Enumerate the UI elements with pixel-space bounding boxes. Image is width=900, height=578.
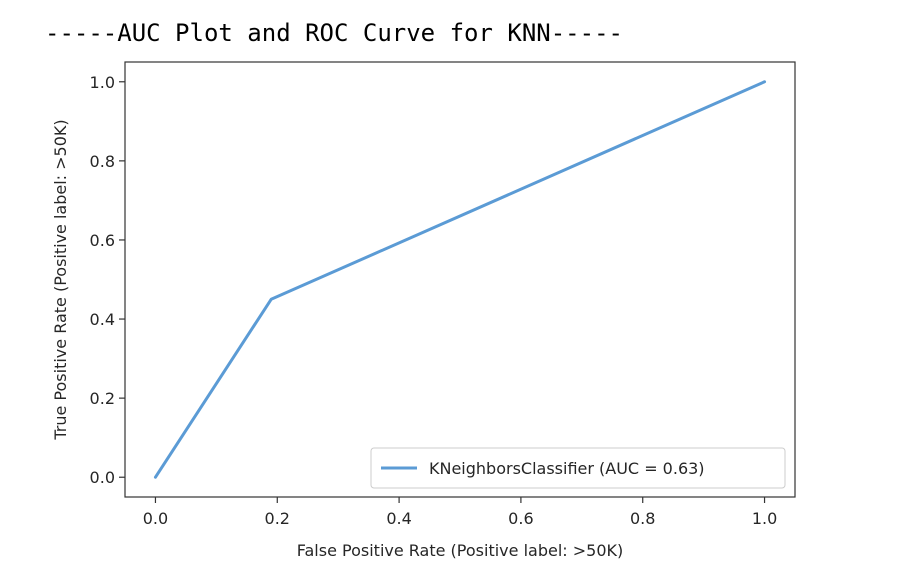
output-header-text: -----AUC Plot and ROC Curve for KNN----- [45, 19, 623, 47]
x-tick-label: 1.0 [752, 509, 777, 528]
y-axis-ticks: 0.0 0.2 0.4 0.6 0.8 1.0 [90, 73, 125, 487]
x-tick-label: 0.4 [386, 509, 411, 528]
y-tick-label: 0.6 [90, 231, 115, 250]
plot-area [124, 61, 796, 498]
legend-box [370, 447, 786, 489]
y-tick-label: 0.4 [90, 310, 115, 329]
legend-entry-label: KNeighborsClassifier (AUC = 0.63) [429, 459, 705, 478]
x-tick-label: 0.0 [143, 509, 168, 528]
y-tick-label: 1.0 [90, 73, 115, 92]
x-axis-ticks: 0.0 0.2 0.4 0.6 0.8 1.0 [143, 497, 777, 528]
x-axis-label: False Positive Rate (Positive label: >50… [297, 541, 623, 560]
x-tick-label: 0.6 [508, 509, 533, 528]
y-tick-label: 0.0 [90, 468, 115, 487]
y-axis-label: True Positive Rate (Positive label: >50K… [51, 119, 70, 440]
y-tick-label: 0.8 [90, 152, 115, 171]
legend: KNeighborsClassifier (AUC = 0.63) [370, 447, 786, 489]
x-tick-label: 0.2 [265, 509, 290, 528]
y-tick-label: 0.2 [90, 389, 115, 408]
x-tick-label: 0.8 [630, 509, 655, 528]
roc-curve-line [153, 80, 767, 479]
